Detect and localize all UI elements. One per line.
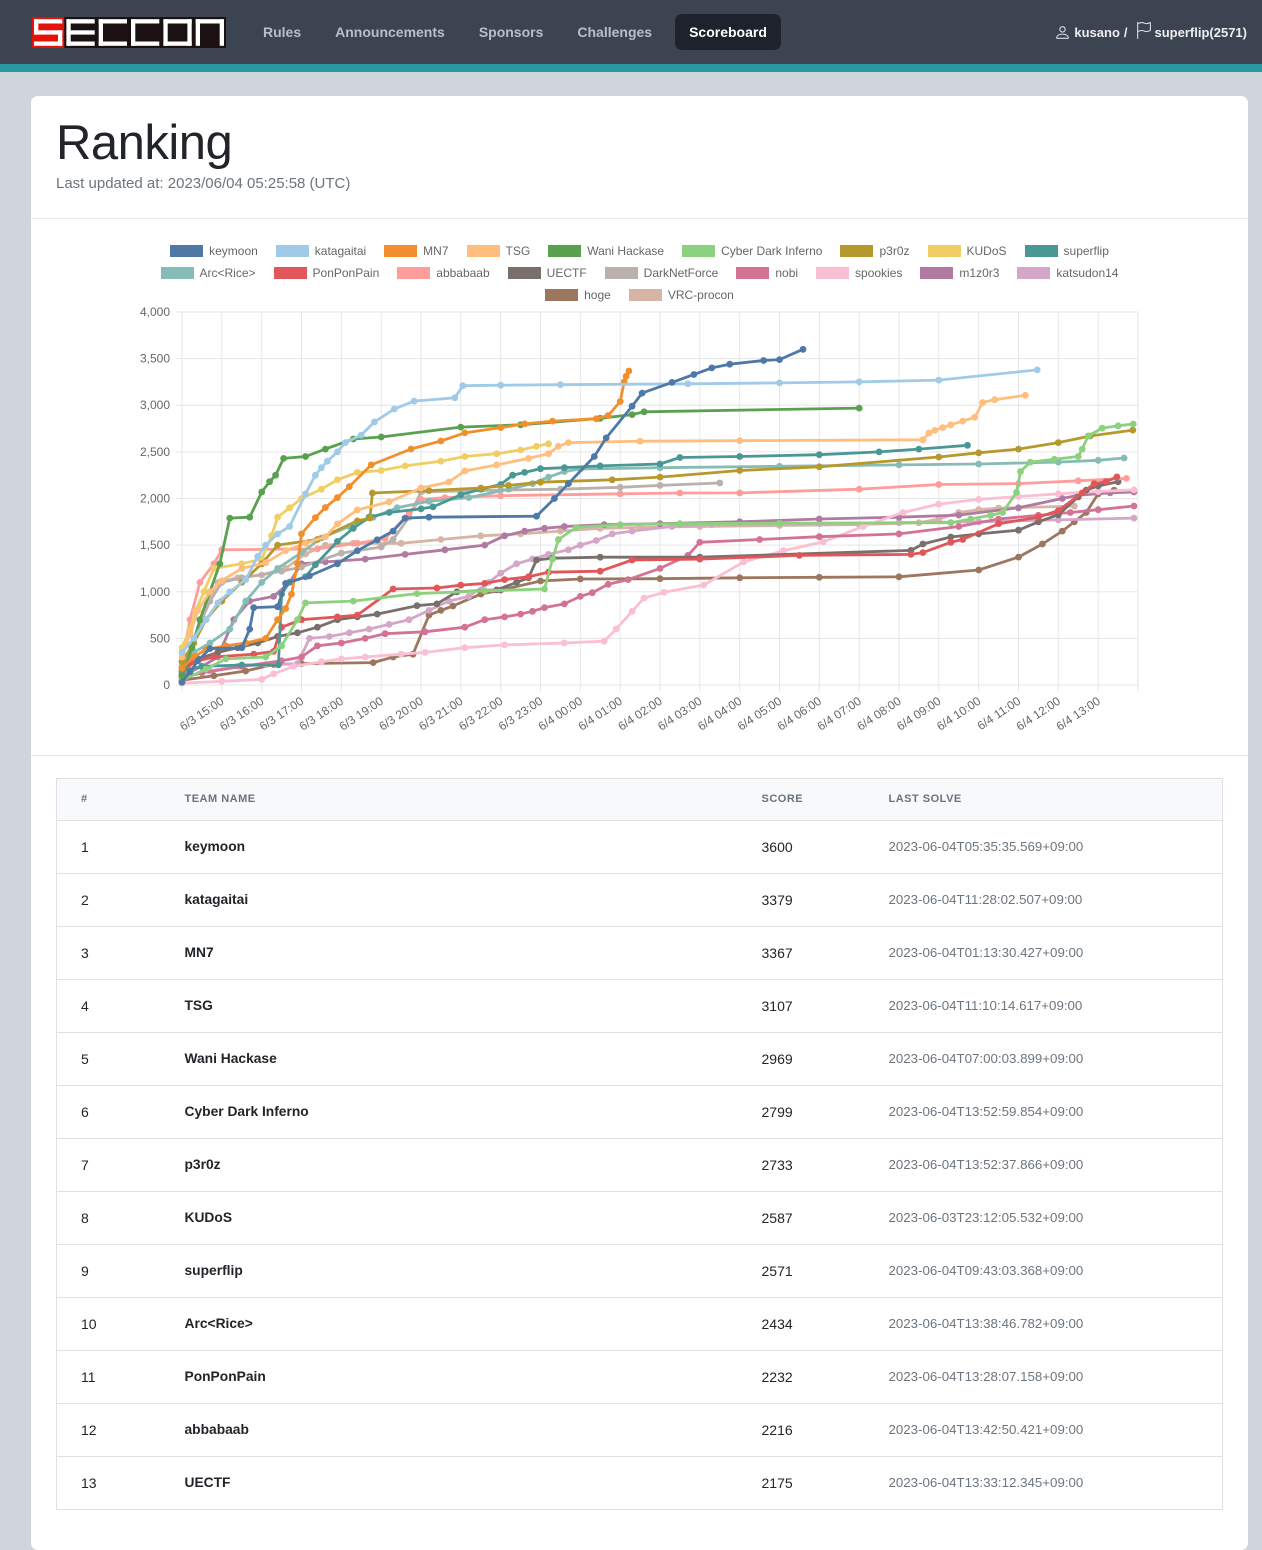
svg-text:0: 0: [163, 678, 170, 692]
svg-text:6/4 08:00: 6/4 08:00: [854, 693, 904, 733]
svg-text:6/4 09:00: 6/4 09:00: [894, 693, 944, 733]
svg-text:6/4 12:00: 6/4 12:00: [1014, 693, 1064, 733]
svg-text:2,500: 2,500: [140, 445, 170, 459]
svg-text:6/4 00:00: 6/4 00:00: [536, 693, 586, 733]
svg-text:6/3 20:00: 6/3 20:00: [376, 693, 426, 733]
svg-text:6/4 03:00: 6/4 03:00: [655, 693, 705, 733]
svg-text:6/4 10:00: 6/4 10:00: [934, 693, 984, 733]
svg-text:6/4 06:00: 6/4 06:00: [775, 693, 825, 733]
svg-text:1,000: 1,000: [140, 585, 170, 599]
svg-text:6/4 01:00: 6/4 01:00: [576, 693, 626, 733]
svg-text:1,500: 1,500: [140, 538, 170, 552]
svg-text:2,000: 2,000: [140, 491, 170, 505]
svg-text:6/3 23:00: 6/3 23:00: [496, 693, 546, 733]
svg-text:3,500: 3,500: [140, 351, 170, 365]
svg-text:6/4 07:00: 6/4 07:00: [815, 693, 865, 733]
svg-text:6/3 18:00: 6/3 18:00: [297, 693, 347, 733]
svg-text:3,000: 3,000: [140, 398, 170, 412]
svg-text:6/4 02:00: 6/4 02:00: [615, 693, 665, 733]
svg-text:6/3 15:00: 6/3 15:00: [177, 693, 227, 733]
svg-text:6/3 19:00: 6/3 19:00: [337, 693, 387, 733]
svg-text:6/3 17:00: 6/3 17:00: [257, 693, 307, 733]
svg-text:6/4 13:00: 6/4 13:00: [1054, 693, 1104, 733]
svg-text:6/3 22:00: 6/3 22:00: [456, 693, 506, 733]
svg-text:500: 500: [150, 631, 170, 645]
svg-text:6/4 04:00: 6/4 04:00: [695, 693, 745, 733]
svg-text:6/3 21:00: 6/3 21:00: [416, 693, 466, 733]
svg-text:6/4 05:00: 6/4 05:00: [735, 693, 785, 733]
svg-text:4,000: 4,000: [140, 306, 170, 319]
svg-text:6/3 16:00: 6/3 16:00: [217, 693, 267, 733]
